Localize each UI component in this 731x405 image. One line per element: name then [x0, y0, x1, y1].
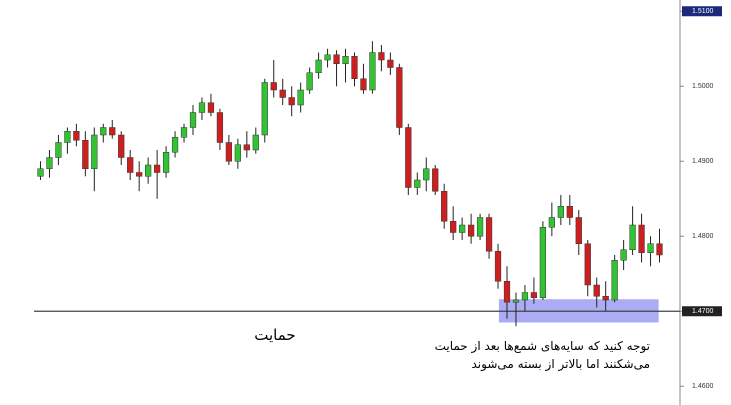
candle-body — [503, 281, 511, 303]
y-tick-label: 1.4800 — [692, 233, 714, 240]
y-tick-label: 1.4700 — [692, 308, 714, 315]
candle-body — [180, 127, 188, 138]
candle-body — [127, 157, 134, 173]
candle-body — [629, 224, 636, 250]
candle-body — [620, 249, 627, 261]
candle-body — [207, 102, 215, 113]
candle-body — [593, 284, 600, 297]
candle-body — [548, 217, 555, 228]
candle-body — [306, 72, 313, 91]
candle-body — [396, 67, 403, 128]
candle-body — [324, 54, 331, 61]
candle-body — [611, 260, 618, 301]
y-tick-label: 1.5100 — [692, 8, 714, 15]
candle-body — [216, 112, 224, 143]
candle-body — [467, 224, 475, 237]
candle-body — [315, 59, 322, 73]
candle-body — [153, 164, 161, 173]
candle-body — [270, 82, 277, 91]
candle-body — [297, 89, 304, 106]
candle-body — [109, 127, 116, 136]
candle-body — [351, 56, 358, 79]
candle-body — [494, 251, 502, 282]
candle-body — [37, 168, 44, 177]
candle-body — [261, 82, 268, 136]
candle-body — [414, 179, 421, 188]
candle-body — [638, 224, 645, 253]
candle-body — [145, 164, 152, 177]
candle-body — [602, 296, 609, 301]
support-label: حمایت — [254, 326, 295, 344]
candle-body — [198, 102, 206, 113]
candle-body — [378, 52, 385, 61]
candle-body — [100, 127, 107, 136]
candle-body — [405, 127, 412, 188]
candle-body — [432, 168, 439, 192]
candle-body — [459, 224, 466, 233]
candle-body — [136, 172, 143, 177]
candle-body — [225, 142, 233, 162]
candle-body — [566, 206, 573, 218]
candle-body — [441, 191, 448, 222]
candle-body — [118, 134, 125, 158]
candle-body — [539, 227, 547, 298]
candle-body — [279, 89, 286, 98]
annotation-line: می‌شکنند اما بالاتر از بسته می‌شوند — [472, 357, 651, 372]
candle-body — [575, 217, 582, 244]
y-tick-label: 1.4900 — [692, 158, 714, 165]
candle-body — [55, 142, 62, 158]
candle-body — [288, 97, 295, 106]
candle-body — [656, 243, 663, 256]
candle-body — [450, 221, 457, 233]
y-tick-highlight — [682, 6, 722, 17]
candle-body — [647, 243, 654, 253]
candle-body — [557, 206, 564, 218]
candle-body — [530, 292, 538, 298]
candle-body — [360, 78, 367, 91]
candle-body — [189, 112, 197, 128]
candle-body — [171, 137, 179, 153]
y-tick-label: 1.4600 — [692, 383, 714, 390]
candle-body — [387, 59, 394, 68]
candle-body — [369, 52, 376, 91]
candle-body — [46, 157, 53, 169]
candle-body — [91, 134, 98, 169]
candle-body — [584, 243, 591, 286]
candle-body — [73, 131, 80, 141]
candle-body — [64, 131, 71, 143]
candle-body — [485, 217, 493, 252]
annotation-line: توجه کنید که سایه‌های شمع‌ها بعد از حمای… — [435, 339, 650, 354]
candle-body — [252, 134, 259, 151]
candle-body — [234, 144, 241, 162]
candle-body — [476, 217, 484, 237]
candle-body — [333, 54, 340, 64]
candle-body — [423, 168, 430, 181]
y-tick-label: 1.5000 — [692, 83, 714, 90]
candle-body — [243, 144, 250, 151]
candle-body — [521, 292, 529, 301]
candle-body — [342, 56, 349, 64]
candle-body — [162, 152, 170, 173]
candle-body — [512, 299, 520, 303]
y-tick-highlight — [682, 306, 722, 317]
candle-body — [82, 140, 89, 169]
